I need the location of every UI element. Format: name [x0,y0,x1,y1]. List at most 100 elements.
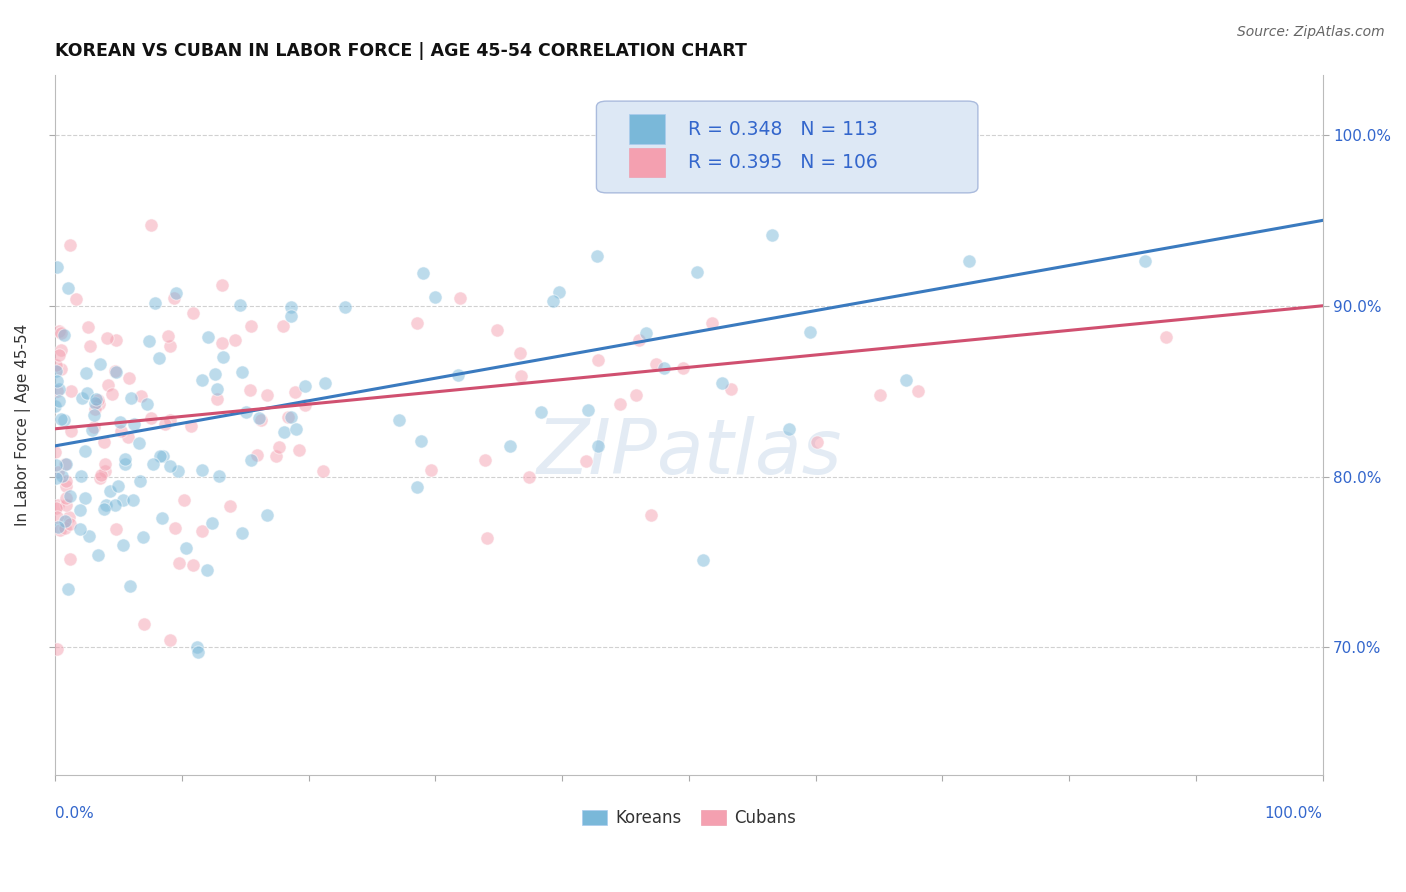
Point [122,417,145,431]
Point [76,319,98,334]
Point [475,532,498,546]
Point [720,382,742,396]
Point [105,365,128,379]
Point [46,384,69,398]
Text: 0.0%: 0.0% [55,806,94,821]
Point [710,376,733,391]
Point [485,323,508,337]
Point [1135,253,1157,268]
Point [700,316,723,330]
Point [83,401,105,416]
Point [59,489,82,503]
Point [586,249,609,263]
Point [132,616,155,631]
Point [55,498,77,512]
Point [118,371,141,385]
Point [150,511,173,525]
Point [499,439,522,453]
Point [235,404,257,418]
Point [627,333,650,347]
Point [76,386,98,401]
Point [280,300,302,314]
Point [240,319,263,334]
Point [806,434,828,449]
Point [166,464,188,478]
Point [104,333,127,347]
Point [136,397,159,411]
Point [294,397,316,411]
Point [111,492,134,507]
Point [575,453,598,467]
Point [212,350,235,364]
Point [388,412,411,426]
Point [187,645,209,659]
Point [957,254,980,268]
Point [541,294,564,309]
Point [636,326,658,340]
Point [59,552,82,566]
Point [208,468,231,483]
Point [645,357,668,371]
Point [761,227,783,242]
Point [159,413,181,427]
Point [211,336,233,351]
Point [58,509,80,524]
Point [191,463,214,477]
Point [138,334,160,348]
Point [191,374,214,388]
Point [46,260,69,274]
Point [60,424,83,438]
Point [80,423,103,437]
Point [157,329,180,343]
Point [474,452,496,467]
Point [197,330,219,344]
Point [44,399,66,413]
Point [114,451,136,466]
Point [129,389,152,403]
Point [195,563,218,577]
Point [53,458,76,472]
Point [239,453,262,467]
Point [75,444,97,458]
Y-axis label: In Labor Force | Age 45-54: In Labor Force | Age 45-54 [15,324,31,526]
Point [420,463,443,477]
Point [231,526,253,541]
Point [149,449,172,463]
Point [405,480,427,494]
Point [174,541,197,555]
Point [84,396,107,410]
Point [449,291,471,305]
Point [72,391,94,405]
Point [181,306,204,320]
Point [110,424,132,438]
Point [205,392,228,407]
Point [132,530,155,544]
Text: R = 0.395   N = 106: R = 0.395 N = 106 [688,153,877,172]
FancyBboxPatch shape [596,101,979,193]
Point [44,364,66,378]
Point [55,457,77,471]
Point [128,474,150,488]
Point [89,471,111,485]
Point [205,382,228,396]
Point [142,457,165,471]
Point [69,503,91,517]
Point [93,502,115,516]
Point [159,339,181,353]
Point [46,465,69,479]
Point [65,293,87,307]
Point [247,411,270,425]
Point [45,458,67,472]
Point [1154,329,1177,343]
Point [77,529,100,543]
Point [447,368,470,383]
Point [148,351,170,365]
Point [110,415,132,429]
Point [48,347,70,361]
Point [165,286,187,301]
Point [423,290,446,304]
Point [97,377,120,392]
Point [45,358,67,372]
Point [548,285,571,299]
Point [87,549,110,563]
